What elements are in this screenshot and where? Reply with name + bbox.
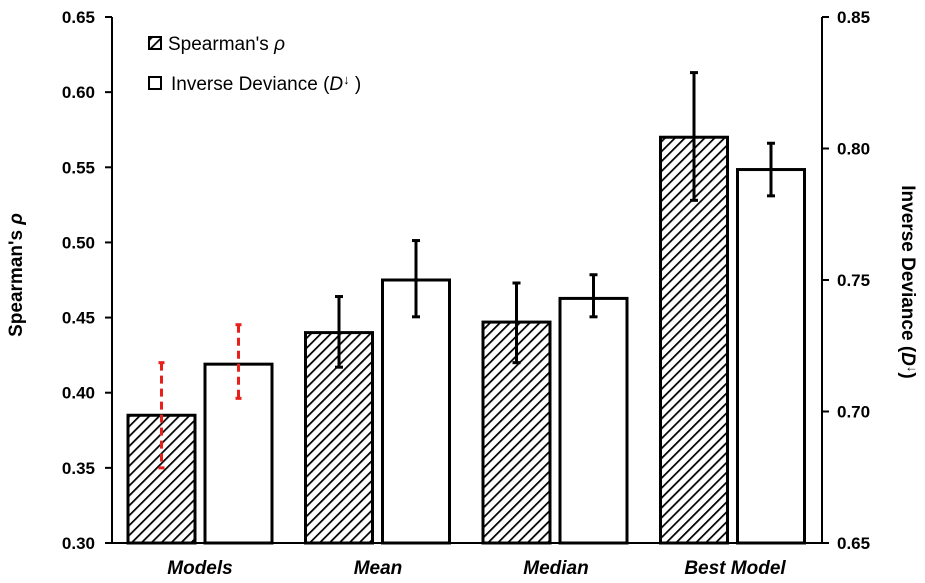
left-axis-title: Spearman's ρ (6, 213, 27, 337)
left-tick-label: 0.55 (62, 158, 95, 177)
bar-models-spearman (126, 413, 197, 545)
left-tick-label: 0.45 (62, 309, 95, 328)
right-tick-label: 0.75 (837, 271, 870, 290)
left-tick-label: 0.65 (62, 8, 95, 27)
category-label-best-model: Best Model (684, 558, 786, 579)
legend-swatch-spearman (148, 36, 162, 50)
left-tick-label: 0.30 (62, 534, 95, 553)
bar-mean-inverse-deviance (381, 278, 451, 545)
bar-best-model-inverse-deviance (736, 168, 806, 545)
legend: Spearman's ρ Inverse Deviance (D↓ ) (148, 34, 361, 95)
left-tick-label: 0.40 (62, 384, 95, 403)
right-axis-title: Inverse Deviance (D↓) (897, 185, 920, 378)
left-tick-label: 0.60 (62, 83, 95, 102)
category-label-mean: Mean (354, 558, 403, 579)
right-tick-label: 0.65 (837, 534, 870, 553)
right-tick-label: 0.80 (837, 140, 870, 159)
bar-median-spearman (481, 320, 552, 545)
left-tick-label: 0.35 (62, 459, 95, 478)
legend-swatch-inverse-deviance (148, 76, 162, 90)
legend-label-inverse-deviance: Inverse Deviance (D↓ ) (171, 72, 361, 95)
legend-label-spearman: Spearman's ρ (168, 34, 285, 55)
right-tick-label: 0.70 (837, 403, 870, 422)
left-tick-label: 0.50 (62, 233, 95, 252)
category-label-median: Median (523, 558, 588, 579)
bar-median-inverse-deviance (558, 296, 629, 545)
category-label-models: Models (167, 558, 232, 579)
right-tick-label: 0.85 (837, 8, 870, 27)
